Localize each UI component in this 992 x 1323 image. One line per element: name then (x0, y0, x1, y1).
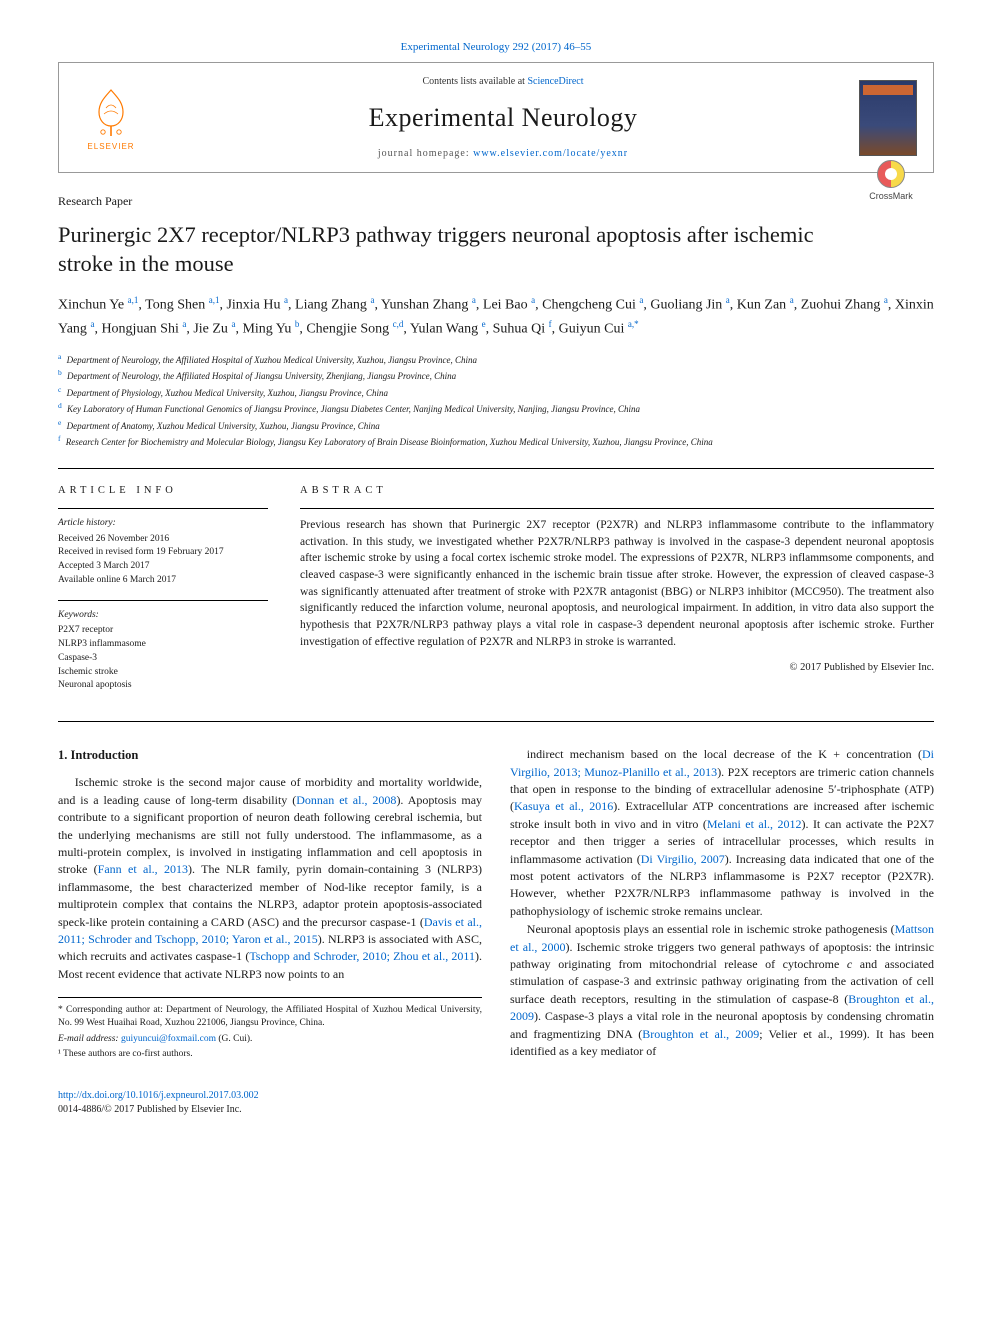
contents-prefix: Contents lists available at (422, 76, 527, 87)
citation-link[interactable]: Kasuya et al., 2016 (514, 799, 613, 813)
journal-header: ELSEVIER Contents lists available at Sci… (58, 62, 934, 173)
history-line: Received in revised form 19 February 201… (58, 546, 268, 560)
article-info-column: article info Article history: Received 2… (58, 483, 268, 706)
body-two-column: 1. Introduction Ischemic stroke is the s… (58, 746, 934, 1063)
citation-link[interactable]: Broughton et al., 2009 (642, 1027, 759, 1041)
divider (58, 600, 268, 601)
article-info-heading: article info (58, 483, 268, 498)
introduction-heading: 1. Introduction (58, 746, 482, 764)
divider (58, 508, 268, 509)
info-abstract-row: article info Article history: Received 2… (58, 468, 934, 723)
crossmark-badge[interactable]: CrossMark (848, 160, 934, 203)
cofirst-author-note: ¹ These authors are co-first authors. (58, 1048, 482, 1061)
affiliation: c Department of Physiology, Xuzhou Medic… (58, 384, 934, 401)
doi-block: http://dx.doi.org/10.1016/j.expneurol.20… (58, 1089, 934, 1117)
header-center: Contents lists available at ScienceDirec… (163, 75, 843, 162)
corresponding-author-note: * Corresponding author at: Department of… (58, 1004, 482, 1031)
abstract-column: abstract Previous research has shown tha… (300, 483, 934, 706)
citation-link[interactable]: Donnan et al., 2008 (296, 793, 396, 807)
citation-link[interactable]: Tschopp and Schroder, 2010; Zhou et al.,… (249, 949, 475, 963)
keywords-block: Keywords: P2X7 receptorNLRP3 inflammasom… (58, 609, 268, 694)
corresponding-email-link[interactable]: guiyuncui@foxmail.com (121, 1034, 216, 1044)
keyword: NLRP3 inflammasome (58, 638, 268, 652)
history-label: Article history: (58, 517, 268, 531)
affiliation: e Department of Anatomy, Xuzhou Medical … (58, 417, 934, 434)
crossmark-label: CrossMark (869, 191, 913, 201)
citation-link[interactable]: Di Virgilio, 2007 (641, 852, 725, 866)
email-label: E-mail address: (58, 1034, 121, 1044)
intro-paragraph: Neuronal apoptosis plays an essential ro… (510, 921, 934, 1060)
affiliation: a Department of Neurology, the Affiliate… (58, 351, 934, 368)
author-list: Xinchun Ye a,1, Tong Shen a,1, Jinxia Hu… (58, 293, 934, 341)
sciencedirect-link[interactable]: ScienceDirect (527, 76, 583, 87)
intro-paragraph: indirect mechanism based on the local de… (510, 746, 934, 920)
crossmark-icon (877, 160, 905, 188)
footnotes-block: * Corresponding author at: Department of… (58, 997, 482, 1061)
article-title: Purinergic 2X7 receptor/NLRP3 pathway tr… (58, 220, 818, 279)
history-line: Available online 6 March 2017 (58, 574, 268, 588)
affiliation: b Department of Neurology, the Affiliate… (58, 367, 934, 384)
keyword: Neuronal apoptosis (58, 679, 268, 693)
keyword: P2X7 receptor (58, 624, 268, 638)
issue-citation[interactable]: Experimental Neurology 292 (2017) 46–55 (58, 40, 934, 56)
citation-link[interactable]: Fann et al., 2013 (98, 862, 188, 876)
email-line: E-mail address: guiyuncui@foxmail.com (G… (58, 1033, 482, 1046)
affiliation-list: a Department of Neurology, the Affiliate… (58, 351, 934, 450)
journal-cover-thumbnail (859, 80, 917, 156)
elsevier-label: ELSEVIER (87, 141, 134, 153)
affiliation: d Key Laboratory of Human Functional Gen… (58, 400, 934, 417)
citation-link[interactable]: Di Virgilio, 2013; Munoz-Planillo et al.… (510, 747, 934, 778)
article-history-block: Article history: Received 26 November 20… (58, 517, 268, 588)
keyword: Ischemic stroke (58, 666, 268, 680)
email-suffix: (G. Cui). (216, 1034, 252, 1044)
elsevier-logo: ELSEVIER (75, 77, 147, 159)
citation-link[interactable]: Melani et al., 2012 (707, 817, 802, 831)
keyword: Caspase-3 (58, 652, 268, 666)
citation-link[interactable]: Mattson et al., 2000 (510, 922, 934, 953)
journal-homepage: journal homepage: www.elsevier.com/locat… (163, 147, 843, 162)
citation-link[interactable]: Broughton et al., 2009 (510, 992, 934, 1023)
abstract-heading: abstract (300, 483, 934, 498)
keywords-label: Keywords: (58, 609, 268, 623)
intro-paragraph: Ischemic stroke is the second major caus… (58, 774, 482, 983)
citation-link[interactable]: Davis et al., 2011; Schroder and Tschopp… (58, 915, 482, 946)
affiliation: f Research Center for Biochemistry and M… (58, 433, 934, 450)
abstract-copyright: © 2017 Published by Elsevier Inc. (300, 660, 934, 675)
history-line: Accepted 3 March 2017 (58, 560, 268, 574)
history-line: Received 26 November 2016 (58, 533, 268, 547)
homepage-prefix: journal homepage: (378, 148, 473, 159)
journal-title: Experimental Neurology (163, 99, 843, 137)
contents-line: Contents lists available at ScienceDirec… (163, 75, 843, 90)
issn-copyright: 0014-4886/© 2017 Published by Elsevier I… (58, 1104, 242, 1115)
doi-link[interactable]: http://dx.doi.org/10.1016/j.expneurol.20… (58, 1090, 259, 1101)
divider (300, 508, 934, 509)
article-type-label: Research Paper (58, 193, 934, 210)
abstract-text: Previous research has shown that Puriner… (300, 517, 934, 650)
elsevier-tree-icon (84, 84, 138, 138)
homepage-link[interactable]: www.elsevier.com/locate/yexnr (473, 148, 628, 159)
